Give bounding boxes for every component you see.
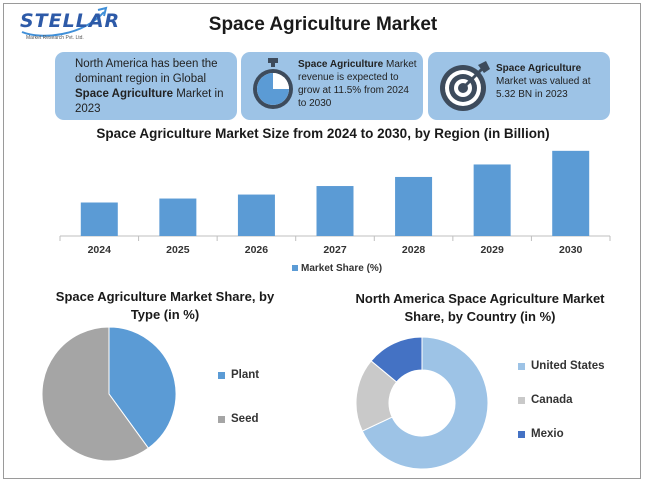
pie-chart-title: Space Agriculture Market Share, by Type … [55, 289, 275, 322]
donut-legend-canada: Canada [518, 394, 573, 406]
bar-tick-label: 2026 [245, 244, 269, 256]
bar-2027 [316, 186, 354, 236]
valuation-text: Space Agriculture Market was valued at 5… [496, 63, 591, 100]
bar-2030 [552, 150, 590, 236]
bar-chart-title: Space Agriculture Market Size from 2024 … [96, 126, 550, 141]
logo-word: STELLAR [20, 10, 121, 32]
bar-tick-label: 2025 [166, 244, 190, 256]
bar-2029 [473, 164, 511, 236]
pie-legend-plant: Plant [218, 369, 259, 381]
pie-legend-seed: Seed [218, 413, 259, 425]
donut-legend-mexio: Mexio [518, 428, 564, 440]
info-box-growth: Space Agriculture Market revenue is expe… [241, 52, 423, 120]
info-box-dominant-region: North America has been the dominant regi… [55, 52, 237, 120]
donut-chart-title: North America Space Agriculture Market S… [355, 291, 605, 324]
stellar-logo: STELLAR Market Research Pvt. Ltd. [8, 6, 119, 46]
bar-tick-label: 2030 [559, 244, 583, 256]
bar-2026 [237, 194, 275, 236]
page-title: Space Agriculture Market [208, 14, 438, 35]
stopwatch-icon [253, 58, 293, 109]
bar-2024 [80, 202, 118, 236]
growth-text: Space Agriculture Market revenue is expe… [298, 59, 417, 109]
bar-2025 [159, 198, 197, 236]
bar-tick-label: 2028 [402, 244, 426, 256]
bar-tick-label: 2029 [480, 244, 504, 256]
info-box-valuation: Space Agriculture Market was valued at 5… [428, 52, 610, 120]
bar-2028 [395, 176, 433, 236]
bar-legend-swatch [292, 265, 298, 271]
bar-tick-label: 2024 [88, 244, 112, 256]
bar-tick-label: 2027 [323, 244, 347, 256]
logo-subtitle: Market Research Pvt. Ltd. [26, 35, 84, 41]
bar-legend-label: Market Share (%) [301, 263, 382, 274]
donut-legend-united-states: United States [518, 360, 605, 372]
logo-swoosh-icon [21, 6, 108, 37]
target-icon [440, 61, 490, 111]
